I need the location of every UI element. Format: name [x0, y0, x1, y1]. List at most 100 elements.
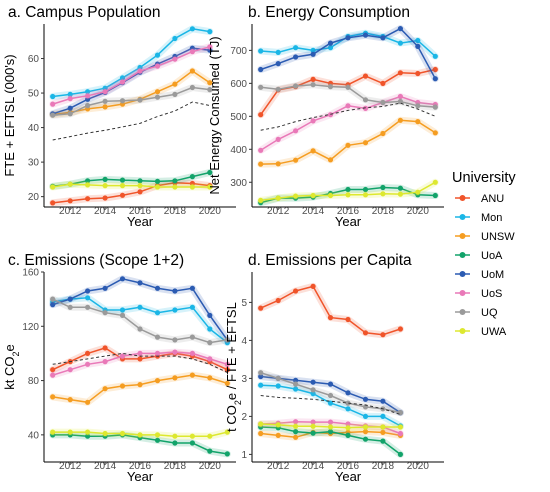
series-line-UNSW — [52, 70, 211, 116]
series-ribbon-UNSW — [49, 371, 231, 406]
y-tick-label: 1 — [241, 450, 247, 461]
data-point-UoM — [258, 373, 264, 380]
chart-panel-1: a. Campus Population 20 30 40 50 60 2012 2014 20… — [2, 4, 236, 229]
series-line-UQ — [52, 86, 210, 116]
x-tick-label: 2012 — [267, 461, 290, 472]
data-point-UQ — [119, 98, 126, 104]
data-point-ANU — [102, 195, 108, 201]
data-point-UNSW — [275, 161, 281, 167]
legend-item-UQ: UQ — [455, 307, 498, 319]
data-point-Mon — [345, 406, 351, 412]
data-point-UoA — [189, 440, 195, 446]
data-point-Mon — [119, 307, 126, 313]
data-point-UQ — [327, 84, 334, 90]
data-point-ANU — [137, 356, 143, 362]
data-point-Mon — [293, 45, 299, 51]
x-axis-label: Year — [335, 214, 362, 229]
data-point-ANU — [310, 76, 316, 82]
x-tick-label: 2014 — [302, 461, 325, 472]
data-point-ANU — [310, 283, 316, 289]
data-point-UoS — [362, 105, 369, 111]
data-point-UWA — [102, 183, 108, 189]
data-point-UNSW — [415, 119, 421, 125]
data-point-ANU — [85, 350, 91, 356]
y-tick-label: 160 — [22, 268, 39, 279]
legend-label: Mon — [481, 212, 502, 224]
data-point-UQ — [415, 103, 421, 109]
data-point-UWA — [415, 189, 421, 195]
data-point-UWA — [85, 429, 91, 435]
data-point-UoA — [137, 178, 143, 184]
data-point-Mon — [172, 307, 178, 313]
chart-panel-2: b. Energy Consumption 300 400 500 600 700 2012… — [207, 4, 444, 229]
data-point-Mon — [189, 26, 195, 32]
x-tick-label: 2012 — [267, 206, 290, 217]
data-point-Mon — [362, 413, 369, 419]
data-point-Mon — [397, 40, 403, 46]
data-point-UoA — [154, 437, 161, 443]
y-tick-label: 60 — [28, 54, 40, 65]
data-point-UQ — [189, 334, 195, 340]
data-point-ANU — [397, 70, 403, 76]
data-point-Mon — [310, 47, 316, 54]
data-point-UWA — [310, 423, 316, 429]
y-tick-label: 40 — [28, 123, 40, 134]
x-tick-label: 2016 — [337, 461, 360, 472]
data-point-UoM — [207, 312, 213, 318]
legend-item-UWA: UWA — [455, 326, 507, 338]
data-point-ANU — [50, 200, 56, 206]
data-point-UWA — [189, 184, 195, 190]
chart-title: a. Campus Population — [8, 4, 161, 21]
data-point-UWA — [258, 197, 264, 203]
data-point-Mon — [310, 391, 316, 397]
legend-item-UNSW: UNSW — [455, 231, 515, 243]
data-point-Mon — [119, 75, 126, 81]
series-line-average — [52, 101, 210, 141]
data-point-Mon — [189, 304, 195, 310]
data-point-UWA — [362, 424, 369, 430]
data-point-UQ — [154, 334, 161, 340]
data-point-UoS — [293, 128, 299, 134]
data-point-Mon — [172, 35, 178, 42]
data-point-UoA — [310, 430, 316, 436]
data-point-Mon — [415, 37, 421, 44]
data-point-UWA — [310, 192, 316, 199]
data-point-UoS — [397, 430, 403, 437]
data-point-UWA — [362, 192, 369, 198]
data-point-UoM — [380, 35, 386, 41]
chart-title: c. Emissions (Scope 1+2) — [8, 252, 184, 269]
data-point-UoA — [207, 448, 213, 454]
legend-swatch-dot — [459, 290, 466, 296]
data-point-UoS — [189, 350, 195, 356]
data-point-UQ — [345, 84, 351, 90]
data-point-UQ — [119, 312, 126, 318]
y-tick-label: 5 — [241, 298, 247, 309]
series-line-average — [260, 102, 436, 131]
data-point-UQ — [85, 102, 91, 109]
x-tick-label: 2016 — [129, 461, 152, 472]
data-point-ANU — [85, 196, 91, 202]
x-tick-label: 2014 — [302, 206, 325, 217]
data-point-UWA — [224, 429, 230, 435]
data-point-UoM — [310, 379, 316, 385]
x-tick-label: 2020 — [199, 461, 222, 472]
y-tick-label: 300 — [230, 178, 247, 189]
data-point-ANU — [275, 297, 281, 304]
x-tick-label: 2018 — [164, 461, 187, 472]
data-point-UNSW — [102, 386, 108, 392]
data-point-UoS — [310, 419, 316, 425]
data-point-UoS — [310, 118, 316, 124]
data-point-UWA — [119, 430, 126, 437]
data-point-UQ — [172, 337, 178, 343]
series-line-average — [260, 395, 401, 415]
y-tick-label: 120 — [22, 322, 39, 333]
data-point-UQ — [362, 97, 369, 103]
legend-label: UoM — [481, 269, 504, 281]
data-point-UoM — [50, 302, 56, 308]
data-point-UWA — [432, 179, 438, 185]
data-point-UoS — [137, 68, 143, 74]
data-point-UWA — [345, 425, 351, 431]
data-point-UoM — [432, 76, 438, 82]
data-point-UWA — [67, 429, 73, 435]
